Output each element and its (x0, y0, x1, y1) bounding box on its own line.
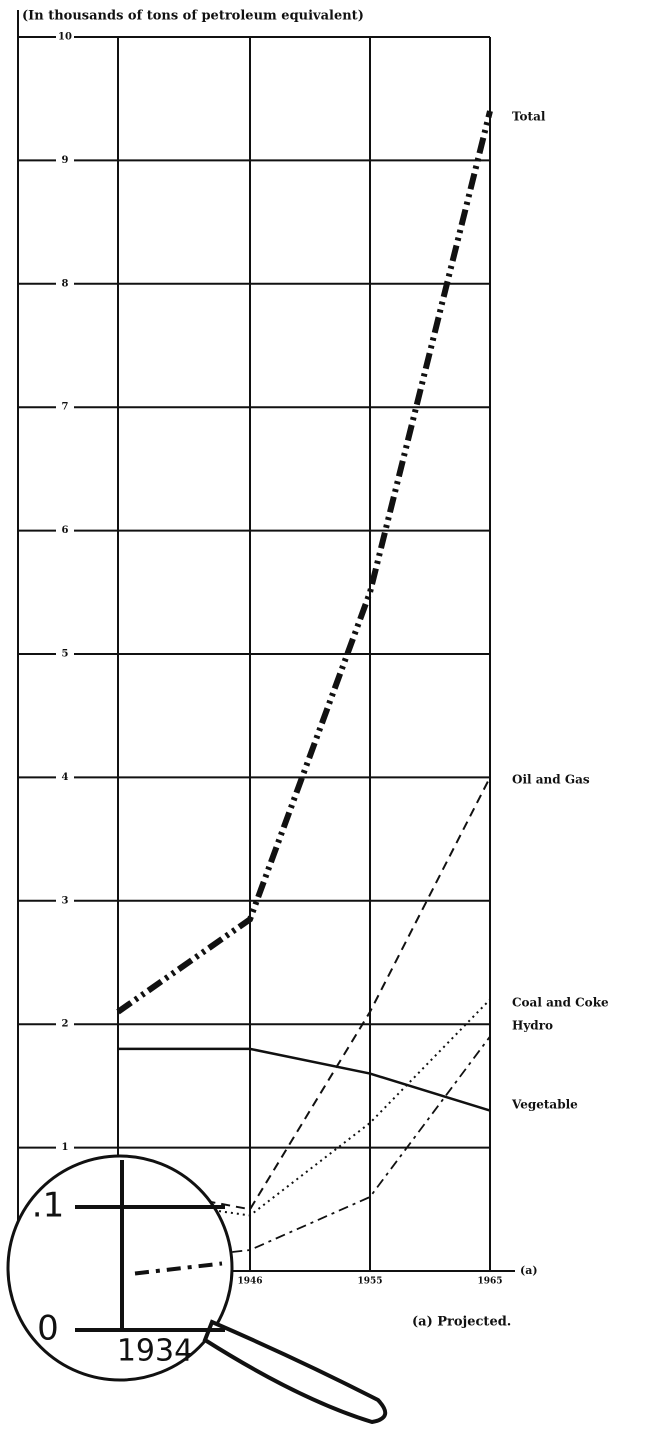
x-tick-label: 1955 (357, 1277, 382, 1287)
x-tick-label: 1946 (237, 1277, 262, 1287)
series-label: Oil and Gas (512, 773, 590, 787)
inset-tick-label: 0 (37, 1309, 59, 1349)
inset-category: 1934 (117, 1334, 193, 1369)
x-note: (a) (520, 1264, 538, 1277)
y-axis-label: (In thousands of tons of petroleum equiv… (22, 9, 364, 24)
series-line (118, 1049, 490, 1111)
x-tick-label: 1965 (477, 1277, 502, 1287)
y-tick-label: 2 (62, 1019, 69, 1030)
series-label: Hydro (512, 1019, 553, 1033)
magnifier-handle (205, 1322, 385, 1422)
y-tick-label: 1 (62, 1142, 69, 1153)
y-tick-label: 8 (62, 278, 69, 289)
y-tick-label: 6 (62, 525, 69, 536)
footnote: (a) Projected. (412, 1315, 511, 1330)
series-line (118, 777, 490, 1209)
y-tick-label: 3 (62, 895, 69, 906)
series-label: Vegetable (511, 1098, 578, 1112)
inset-tick-label: .1 (32, 1186, 64, 1226)
series-label: Coal and Coke (512, 996, 609, 1010)
y-tick-label: 7 (62, 402, 69, 413)
y-tick-label: 5 (62, 649, 69, 660)
series-label: Total (512, 110, 546, 124)
y-tick-label: 4 (62, 772, 69, 783)
y-tick-label: 9 (62, 155, 69, 166)
chart: (In thousands of tons of petroleum equiv… (0, 0, 659, 1430)
series-line (118, 111, 490, 1012)
y-tick-label: 10 (58, 32, 72, 43)
